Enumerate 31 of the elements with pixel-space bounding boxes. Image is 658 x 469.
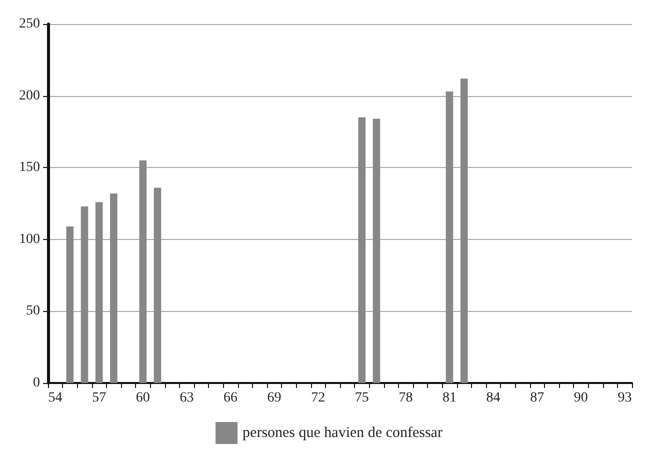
x-tick-label: 54 [48, 390, 62, 406]
y-tick-label: 250 [19, 16, 40, 32]
y-tick-label: 200 [19, 88, 40, 104]
x-tick-label: 66 [224, 390, 238, 406]
x-tick-label: 63 [180, 390, 194, 406]
bar [446, 91, 454, 383]
x-tick-label: 90 [574, 390, 588, 406]
bar [110, 193, 118, 383]
x-tick-label: 78 [398, 390, 413, 406]
y-tick-label: 150 [19, 160, 40, 176]
x-tick-label: 60 [136, 390, 150, 406]
x-tick-label: 93 [618, 390, 632, 406]
x-tick-label: 81 [442, 390, 456, 406]
x-tick-label: 69 [267, 390, 282, 406]
bar [154, 188, 162, 383]
x-tick-label: 87 [530, 390, 544, 406]
bar [372, 118, 380, 383]
x-tick-label: 75 [354, 390, 369, 406]
y-tick-label: 0 [33, 376, 40, 390]
bar [95, 202, 103, 383]
x-tick-label: 72 [311, 390, 326, 406]
bar [66, 226, 74, 383]
legend-label: persones que havien de confessar [242, 425, 442, 441]
bar [139, 160, 147, 383]
bar [358, 117, 366, 383]
y-tick-label: 50 [26, 304, 40, 319]
bar [460, 78, 468, 383]
x-tick-label: 84 [486, 390, 500, 406]
bar [80, 206, 88, 383]
x-tick-label: 57 [92, 390, 106, 406]
y-tick-label: 100 [19, 232, 40, 247]
